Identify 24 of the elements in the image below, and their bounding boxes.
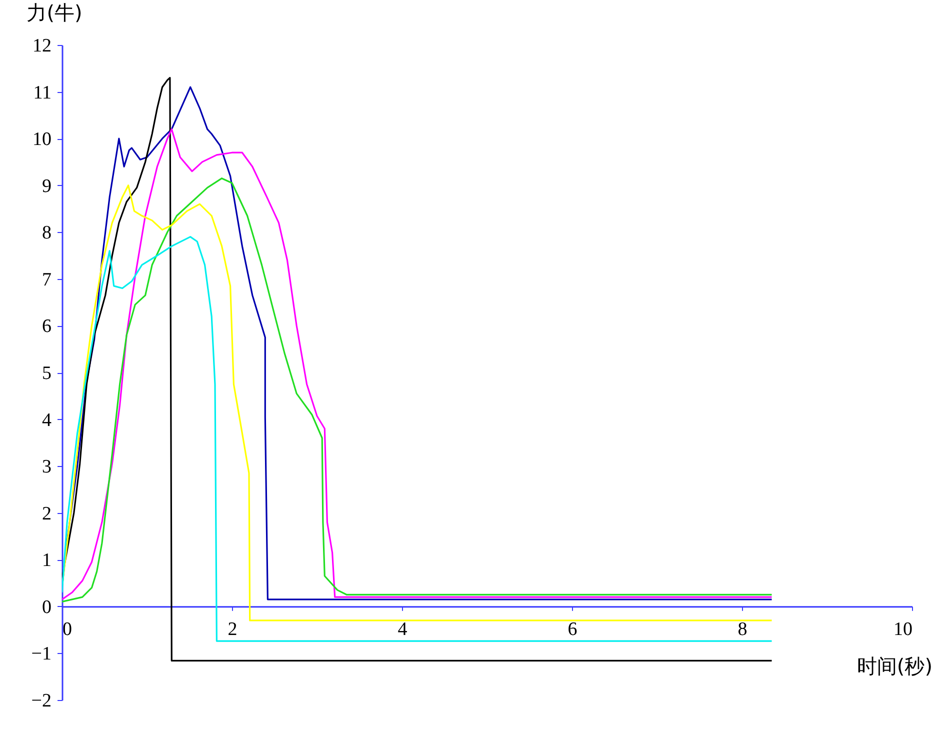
x-tick-label: 10 — [894, 618, 912, 640]
y-tick-label: 2 — [42, 503, 52, 524]
x-tick-label: 8 — [738, 618, 748, 640]
y-tick-label: 6 — [42, 316, 52, 338]
x-tick-label: 0 — [62, 618, 72, 640]
y-tick-label: 12 — [32, 36, 52, 56]
y-tick-label: 11 — [33, 82, 52, 104]
y-tick-label: 7 — [42, 269, 52, 290]
y-tick-label: 5 — [42, 363, 52, 384]
y-tick-label: −1 — [31, 644, 52, 665]
y-tick-label: 8 — [42, 222, 52, 244]
y-tick-label: −2 — [31, 690, 52, 712]
y-tick-label: 0 — [42, 596, 52, 618]
y-tick-label: 4 — [42, 410, 52, 431]
y-tick-label: 3 — [42, 456, 52, 478]
x-tick-label: 6 — [568, 618, 578, 640]
y-axis-title: 力(牛) — [26, 0, 82, 24]
x-tick-label: 2 — [228, 618, 238, 640]
y-tick-label: 10 — [32, 129, 52, 150]
x-axis-title: 时间(秒) — [856, 654, 932, 678]
x-tick-label: 4 — [398, 618, 408, 640]
y-tick-label: 1 — [42, 550, 52, 572]
y-tick-label: 9 — [42, 176, 52, 197]
line-series — [62, 236, 773, 642]
